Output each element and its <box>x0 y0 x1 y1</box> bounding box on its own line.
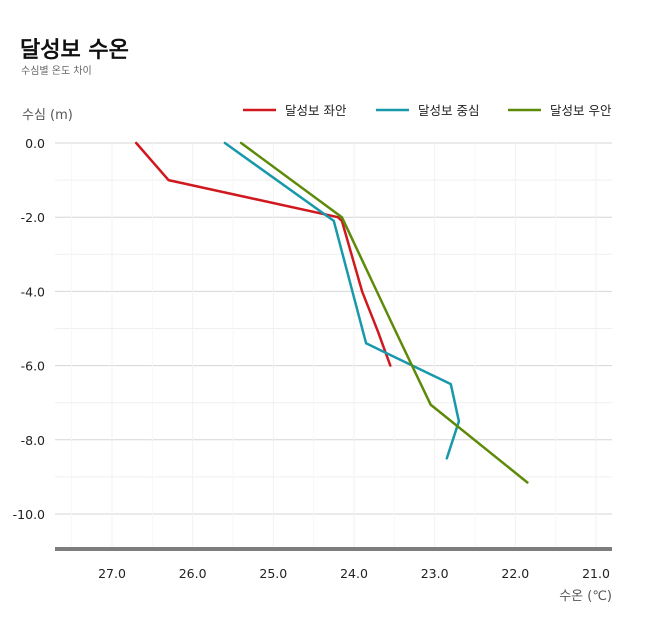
legend-label: 달성보 우안 <box>550 103 612 118</box>
x-tick-labels: 27.0 26.0 25.0 24.0 23.0 22.0 21.0 <box>98 566 610 581</box>
x-tick-label: 24.0 <box>340 566 368 581</box>
x-tick-label: 26.0 <box>179 566 207 581</box>
grid-layer <box>55 142 612 549</box>
y-tick-label: -8.0 <box>21 433 45 448</box>
y-tick-labels: 0.0 -2.0 -4.0 -6.0 -8.0 -10.0 <box>13 136 45 522</box>
y-tick-label: -10.0 <box>13 507 45 522</box>
x-tick-label: 25.0 <box>259 566 287 581</box>
x-tick-label: 27.0 <box>98 566 126 581</box>
x-axis-label: 수온 (℃) <box>559 589 612 604</box>
series-line <box>239 141 529 484</box>
legend-label: 달성보 중심 <box>418 103 479 118</box>
x-tick-label: 22.0 <box>501 566 529 581</box>
y-axis-label: 수심 (m) <box>22 108 73 123</box>
series-layer <box>134 141 529 484</box>
chart-subtitle: 수심별 온도 차이 <box>21 66 92 77</box>
y-tick-label: -6.0 <box>21 359 45 374</box>
y-tick-label: -2.0 <box>21 210 45 225</box>
chart-title: 달성보 수온 <box>20 38 129 63</box>
legend-label: 달성보 좌안 <box>285 103 347 118</box>
y-tick-label: -4.0 <box>21 284 45 299</box>
x-tick-label: 21.0 <box>582 566 610 581</box>
series-line <box>223 141 461 460</box>
y-tick-label: 0.0 <box>25 136 45 151</box>
x-tick-label: 23.0 <box>421 566 449 581</box>
series-line <box>134 141 392 367</box>
legend: 달성보 좌안 달성보 중심 달성보 우안 <box>243 103 612 118</box>
